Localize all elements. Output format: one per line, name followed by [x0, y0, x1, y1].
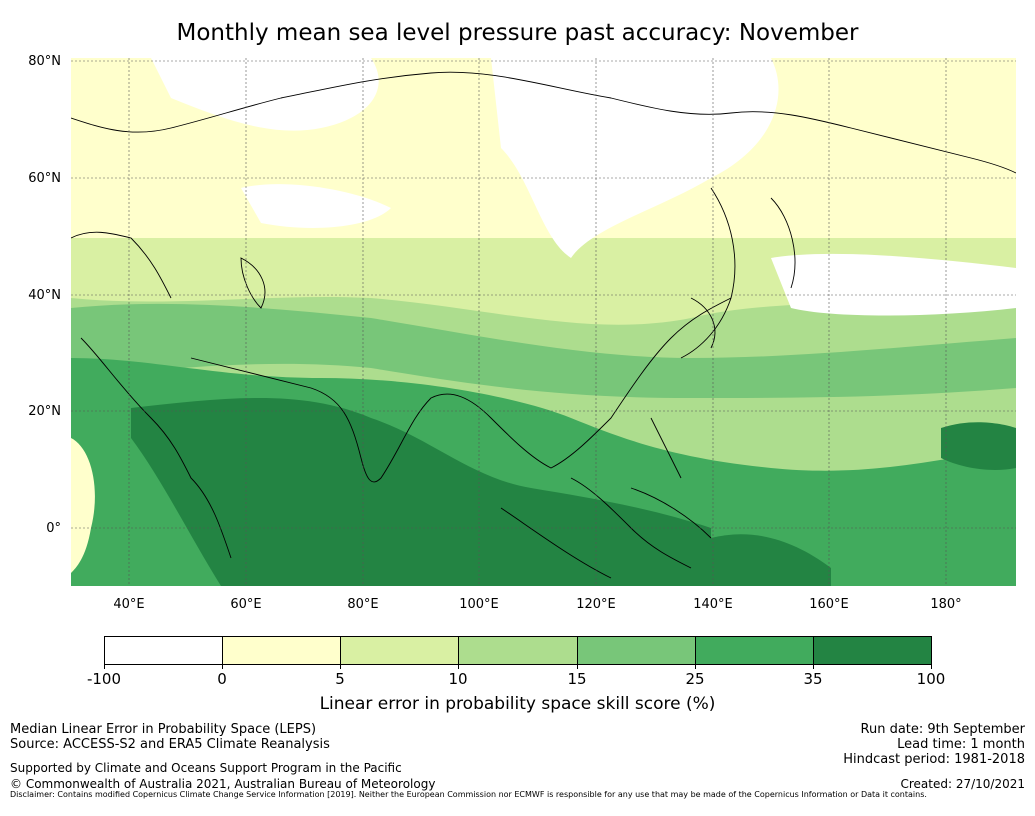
footer-source: Source: ACCESS-S2 and ERA5 Climate Reana… — [10, 737, 330, 752]
lat-label-60n: 60°N — [28, 171, 61, 186]
colorbar-tick-label: 35 — [803, 670, 823, 688]
colorbar-tick-mark — [577, 665, 578, 669]
colorbar-tick-label: -100 — [86, 670, 122, 688]
highest-skill-indian-ocean — [131, 398, 711, 586]
footer-lead-time: Lead time: 1 month — [897, 737, 1025, 752]
colorbar-tick-mark — [813, 665, 814, 669]
footer-disclaimer: Disclaimer: Contains modified Copernicus… — [10, 790, 927, 799]
colorbar-tick-label: 0 — [217, 670, 227, 688]
colorbar-swatch — [459, 637, 578, 664]
lon-label-180: 180° — [930, 597, 962, 612]
colorbar-tick-label: 25 — [685, 670, 705, 688]
gridlines — [71, 58, 1016, 586]
lat-label-40n: 40°N — [28, 288, 61, 303]
colorbar — [104, 636, 932, 665]
no-skill-patch-siberia — [491, 58, 779, 258]
lon-label-120e: 120°E — [576, 597, 616, 612]
colorbar-swatch — [105, 637, 224, 664]
colorbar-swatch — [695, 637, 814, 664]
colorbar-swatch — [341, 637, 460, 664]
colorbar-tick-mark — [931, 665, 932, 669]
colorbar-tick-label: 100 — [916, 670, 946, 688]
chart-title: Monthly mean sea level pressure past acc… — [176, 20, 859, 46]
colorbar-tick-mark — [222, 665, 223, 669]
low-skill-patch-africa — [71, 438, 95, 573]
highest-skill-coral-sea — [711, 534, 831, 586]
no-skill-patch-pacific — [771, 253, 1016, 316]
colorbar-label: Linear error in probability space skill … — [319, 694, 716, 714]
colorbar-swatch — [223, 637, 342, 664]
lat-label-80n: 80°N — [28, 54, 61, 69]
lon-label-40e: 40°E — [113, 597, 145, 612]
no-skill-patch-kazakhstan — [241, 184, 391, 228]
colorbar-tick-mark — [458, 665, 459, 669]
footer-hindcast-period: Hindcast period: 1981-2018 — [843, 752, 1025, 767]
colorbar-tick-mark — [695, 665, 696, 669]
lon-label-80e: 80°E — [347, 597, 379, 612]
skill-map — [71, 58, 1016, 586]
no-skill-patch-europe — [151, 58, 379, 131]
footer-copyright: © Commonwealth of Australia 2021, Austra… — [10, 777, 436, 791]
colorbar-swatch — [577, 637, 696, 664]
skill-map-svg — [71, 58, 1016, 586]
colorbar-tick-label: 15 — [567, 670, 587, 688]
lon-label-160e: 160°E — [809, 597, 849, 612]
footer-method: Median Linear Error in Probability Space… — [10, 722, 317, 737]
colorbar-tick-label: 5 — [335, 670, 345, 688]
colorbar-tick-mark — [340, 665, 341, 669]
lon-label-100e: 100°E — [459, 597, 499, 612]
lon-label-140e: 140°E — [693, 597, 733, 612]
footer-run-date: Run date: 9th September — [860, 722, 1025, 737]
highest-skill-west-pacific — [941, 422, 1016, 470]
coastlines — [71, 71, 1016, 579]
footer-support: Supported by Climate and Oceans Support … — [10, 761, 402, 775]
mid-skill-belt — [71, 303, 1016, 398]
lon-label-60e: 60°E — [230, 597, 262, 612]
lat-label-0: 0° — [46, 521, 61, 536]
colorbar-tick-mark — [104, 665, 105, 669]
lat-label-20n: 20°N — [28, 404, 61, 419]
colorbar-tick-label: 10 — [448, 670, 468, 688]
footer-created-date: Created: 27/10/2021 — [900, 777, 1025, 791]
colorbar-swatch — [813, 637, 931, 664]
